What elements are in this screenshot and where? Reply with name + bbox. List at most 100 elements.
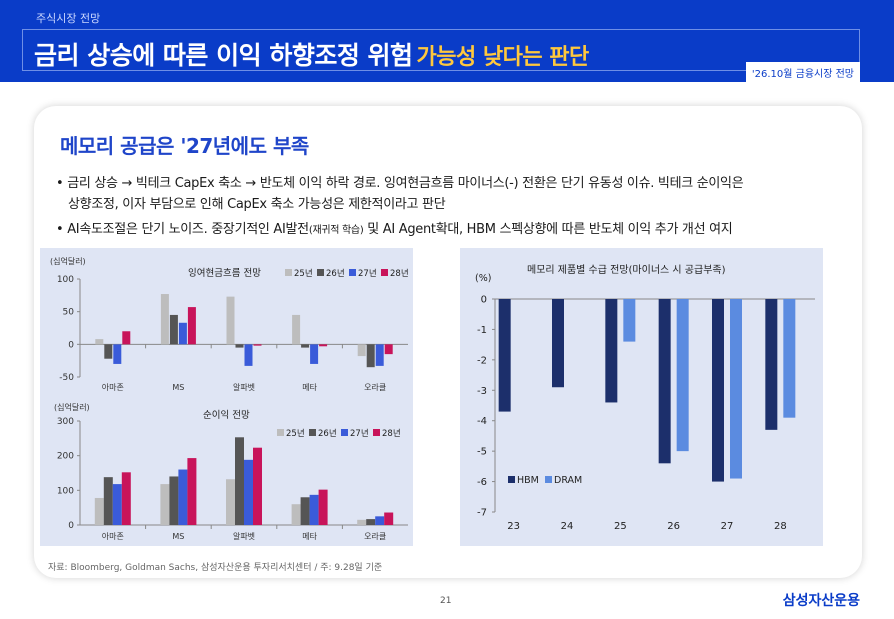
ni-bar-28년: [121, 472, 131, 525]
title-highlight: 가능성 낮다는 판단: [416, 45, 590, 70]
memory-y-tick-label: -3: [477, 386, 487, 397]
fcf-bar-26년: [366, 344, 375, 368]
fcf-bar-26년: [169, 314, 178, 345]
fcf-category-label: 오라클: [364, 383, 386, 392]
title-main: 금리 상승에 따른 이익 하향조정 위험: [34, 41, 413, 70]
ni-category-label: 오라클: [364, 532, 386, 541]
ni-y-tick-label: 0: [68, 521, 74, 531]
fcf-bar-26년: [235, 344, 244, 348]
memory-bar-HBM: [605, 299, 618, 403]
memory-y-tick-label: -2: [477, 355, 487, 366]
ni-category-label: 알파벳: [233, 531, 255, 541]
fcf-category-label: 메타: [302, 383, 317, 392]
ni-legend-label: 28년: [382, 428, 401, 439]
ni-title: 순이익 전망: [203, 409, 250, 421]
memory-category-label: 23: [507, 521, 520, 532]
ni-bar-26년: [366, 519, 376, 525]
fcf-bar-25년: [95, 339, 104, 345]
fcf-bar-27년: [244, 344, 253, 366]
ni-bar-26년: [169, 476, 179, 525]
ni-bar-27년: [309, 494, 319, 525]
ni-legend-label: 25년: [286, 428, 305, 439]
fcf-y-tick-label: -50: [59, 373, 74, 383]
memory-y-unit: (%): [475, 273, 491, 284]
bullet-2-small: (재귀적 학습): [308, 225, 364, 236]
fcf-bar-27년: [178, 322, 187, 345]
ni-bar-25년: [160, 484, 170, 525]
fcf-bar-28년: [122, 331, 131, 345]
memory-bar-DRAM: [623, 299, 636, 342]
section-title: 메모리 공급은 '27년에도 부족: [60, 134, 309, 158]
fcf-bar-28년: [253, 344, 262, 346]
memory-legend-swatch: [508, 476, 515, 483]
fcf-bar-28년: [384, 344, 393, 355]
fcf-bar-25년: [160, 294, 169, 345]
bullet-1-line2: 상향조정, 이자 부담으로 인해 CapEx 축소 가능성은 제한적이라고 판단: [68, 197, 446, 212]
memory-y-tick-label: -6: [477, 477, 487, 488]
ni-bar-27년: [244, 459, 253, 525]
ni-bar-28년: [318, 489, 328, 525]
ni-bar-26년: [300, 497, 310, 525]
fcf-bar-25년: [292, 314, 301, 345]
memory-category-label: 24: [561, 521, 574, 532]
memory-y-tick-label: -1: [477, 325, 487, 336]
memory-bar-HBM: [658, 299, 671, 464]
ni-bar-28년: [384, 512, 394, 525]
ni-bar-26년: [235, 437, 244, 525]
company-logo: 삼성자산운용: [782, 593, 860, 609]
fcf-bar-25년: [226, 296, 235, 345]
ni-bar-26년: [103, 477, 113, 525]
memory-bar-HBM: [712, 299, 724, 482]
ni-bar-25년: [291, 504, 301, 525]
left-chart-panel: (십억달러) 잉여현금흐름 전망 25년 26년 27년 28년 -50 0 50 100 아마존 M…: [40, 248, 413, 546]
fcf-category-label: 아마존: [102, 382, 124, 392]
report-tag: '26.10월 금융시장 전망: [745, 62, 860, 83]
fcf-legend-swatch: [381, 269, 388, 276]
memory-y-tick-label: -4: [477, 416, 487, 427]
fcf-legend-label: 25년: [294, 268, 313, 279]
ni-legend-swatch: [309, 429, 316, 436]
memory-legend-label: HBM: [517, 475, 539, 486]
fcf-legend-label: 27년: [358, 268, 377, 279]
fcf-y-unit: (십억달러): [50, 256, 86, 266]
fcf-y-tick-label: 100: [57, 275, 74, 285]
bullet-1: • 금리 상승 → 빅테크 CapEx 축소 → 반도체 이익 하락 경로. 잉…: [56, 173, 846, 215]
left-charts-svg: (십억달러) 잉여현금흐름 전망 25년 26년 27년 28년 -50 0 50 100 아마존 M…: [50, 256, 409, 541]
ni-legend-label: 27년: [350, 428, 369, 439]
fcf-legend-label: 28년: [390, 268, 409, 279]
memory-chart-svg: 메모리 제품별 수급 전망(마이너스 시 공급부족) (%) 0 -1 -2 -3 -4 -5…: [475, 264, 815, 532]
title-frame: [22, 29, 860, 71]
ni-category-label: MS: [172, 532, 184, 541]
bullet-2-pre: • AI속도조절은 단기 노이즈. 중장기적인 AI발전: [56, 222, 309, 237]
fcf-bar-28년: [319, 344, 328, 347]
ni-bar-25년: [226, 479, 235, 525]
ni-y-unit: (십억달러): [54, 402, 90, 412]
fcf-category-label: MS: [172, 383, 184, 392]
memory-title: 메모리 제품별 수급 전망(마이너스 시 공급부족): [527, 264, 726, 276]
memory-bar-DRAM: [783, 299, 796, 418]
ni-bar-28년: [187, 458, 197, 525]
fcf-bar-26년: [301, 344, 310, 348]
ni-bar-27년: [375, 516, 385, 525]
memory-y-tick-label: 0: [481, 295, 487, 306]
bullet-1-line1: • 금리 상승 → 빅테크 CapEx 축소 → 반도체 이익 하락 경로. 잉…: [56, 176, 744, 191]
memory-legend-swatch: [545, 476, 552, 483]
header-bar: [0, 0, 894, 82]
memory-category-label: 27: [721, 521, 734, 532]
ni-bar-27년: [112, 484, 122, 525]
memory-bar-DRAM: [676, 299, 689, 452]
ni-bar-28년: [253, 447, 262, 525]
memory-bar-HBM: [552, 299, 564, 388]
ni-bar-25년: [94, 497, 104, 525]
fcf-legend-swatch: [285, 269, 292, 276]
ni-category-label: 아마존: [102, 531, 124, 541]
fcf-y-tick-label: 0: [68, 340, 74, 350]
fcf-bar-28년: [187, 307, 196, 345]
memory-bar-DRAM: [730, 299, 742, 479]
bullet-2-post: 및 AI Agent확대, HBM 스펙상향에 따른 반도체 이익 추가 개선 …: [363, 222, 733, 237]
fcf-bar-25년: [357, 344, 366, 357]
ni-category-label: 메타: [302, 532, 317, 541]
fcf-legend-swatch: [317, 269, 324, 276]
ni-legend-swatch: [341, 429, 348, 436]
memory-y-tick-label: -7: [477, 508, 487, 519]
